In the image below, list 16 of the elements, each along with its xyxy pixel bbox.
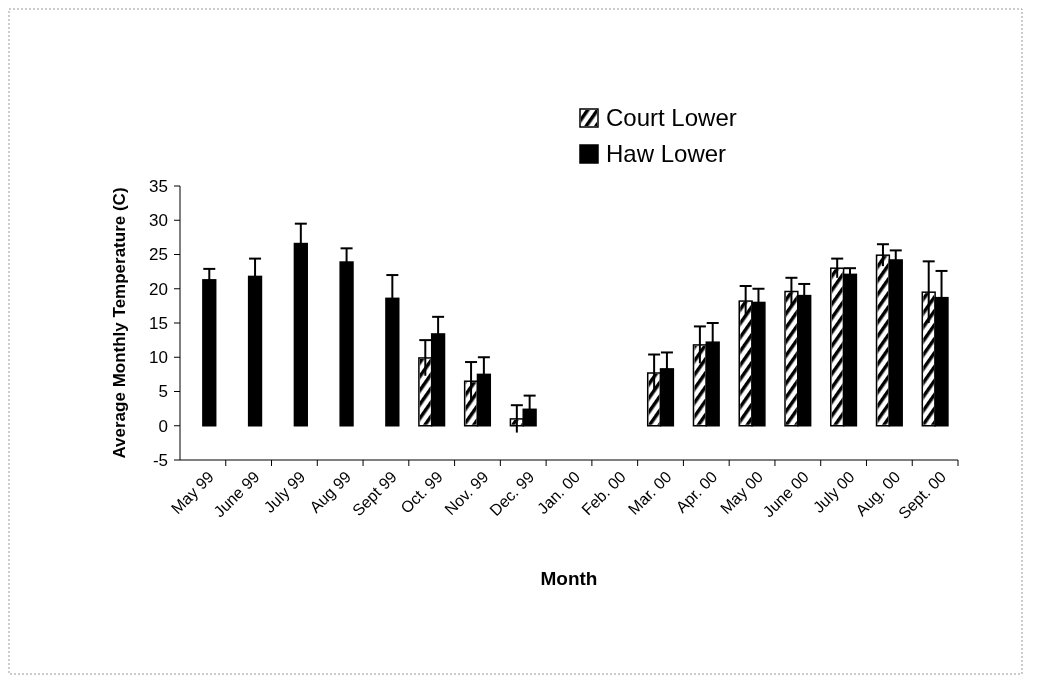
legend-label: Haw Lower [606,140,727,168]
y-tick-label: 25 [149,245,168,265]
x-tick-label: July 00 [809,467,858,516]
y-tick-label: 10 [149,348,168,368]
y-tick-label: 35 [149,176,168,196]
y-tick-label: 15 [149,313,168,333]
legend-label: Court Lower [606,104,737,132]
y-tick-label: 30 [149,211,168,231]
y-tick-label: -5 [152,450,168,470]
y-tick-label: 0 [158,416,168,436]
y-axis-title: Average Monthly Temperature (C) [110,187,129,459]
y-tick-label: 20 [149,279,168,299]
y-tick-label: 5 [158,382,168,402]
x-tick-label: July 99 [260,467,309,516]
x-axis-title: Month [540,568,598,589]
x-tick-label: Apr. 00 [672,467,721,516]
